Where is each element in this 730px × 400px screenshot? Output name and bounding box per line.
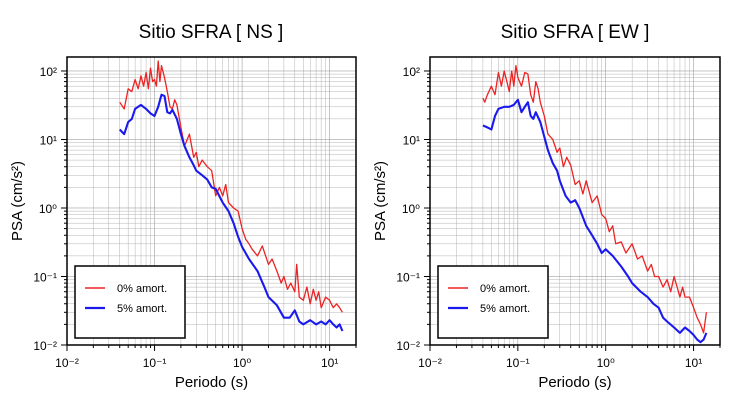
series-line-undamped — [482, 64, 708, 334]
series-line-damped — [118, 93, 344, 332]
legend-label: 5% amort. — [480, 303, 530, 315]
legend-box — [437, 265, 549, 339]
chart-title: Sitio SFRA [ NS ] — [139, 22, 284, 43]
y-tick-label: 10⁻¹ — [33, 270, 57, 284]
x-tick-label: 10⁻² — [55, 356, 79, 370]
chart-panel-1: 10⁻² 10⁻¹ 10⁰ 10¹ 10⁻² 10⁻¹ 10⁰ 10¹ 10² Sitio SFR… — [9, 22, 357, 391]
y-tick-label: 10⁻¹ — [396, 270, 420, 284]
x-tick-label: 10⁰ — [597, 356, 615, 370]
series-line-damped — [482, 98, 708, 344]
y-axis-label: PSA (cm/s²) — [9, 161, 26, 241]
chart-title: Sitio SFRA [ EW ] — [501, 22, 650, 43]
y-tick-label: 10¹ — [403, 133, 420, 147]
legend-label: 0% amort. — [117, 283, 167, 295]
y-tick-label: 10⁰ — [402, 202, 420, 216]
plot-frame — [429, 56, 721, 346]
x-tick-label: 10⁻¹ — [143, 356, 167, 370]
x-tick-label: 10¹ — [321, 356, 338, 370]
x-tick-label: 10⁻¹ — [506, 356, 530, 370]
y-tick-label: 10⁻² — [33, 339, 57, 353]
legend-box — [74, 265, 186, 339]
plot-frame — [66, 56, 357, 346]
x-tick-label: 10⁰ — [233, 356, 251, 370]
chart-panel-2: 10⁻² 10⁻¹ 10⁰ 10¹ 10⁻² 10⁻¹ 10⁰ 10¹ 10² Sitio SFR… — [372, 22, 721, 391]
x-axis-label: Periodo (s) — [538, 374, 611, 391]
y-tick-label: 10⁰ — [39, 202, 57, 216]
grid-lines — [66, 57, 357, 346]
legend-label: 5% amort. — [117, 303, 167, 315]
y-tick-label: 10¹ — [40, 133, 57, 147]
x-tick-label: 10¹ — [685, 356, 702, 370]
series-line-undamped — [119, 60, 343, 313]
y-tick-label: 10² — [40, 65, 57, 79]
y-tick-label: 10⁻² — [396, 339, 420, 353]
x-axis-label: Periodo (s) — [175, 374, 248, 391]
x-tick-label: 10⁻² — [418, 356, 442, 370]
legend: 0% amort. 5% amort. — [437, 265, 549, 339]
legend: 0% amort. 5% amort. — [74, 265, 186, 339]
tick-marks — [61, 70, 357, 351]
legend-label: 0% amort. — [480, 283, 530, 295]
y-tick-label: 10² — [403, 65, 420, 79]
y-axis-label: PSA (cm/s²) — [372, 161, 389, 241]
